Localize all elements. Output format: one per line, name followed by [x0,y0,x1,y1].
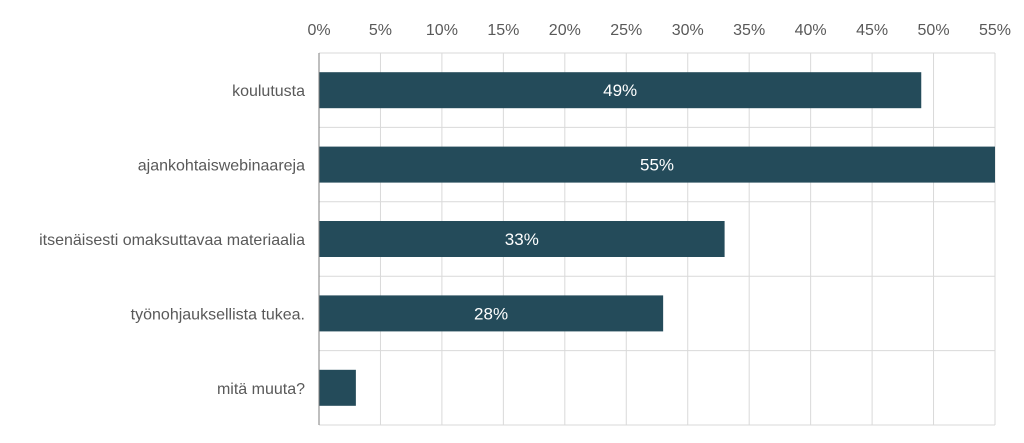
x-tick-label: 45% [856,22,888,39]
bar [319,72,922,109]
category-label: työnohjauksellista tukea. [131,306,305,323]
data-label: 49% [603,81,637,100]
data-label: 28% [474,304,508,323]
x-tick-label: 55% [979,22,1011,39]
bar [319,221,725,257]
data-label: 33% [505,230,539,249]
x-tick-label: 30% [672,22,704,39]
x-tick-label: 5% [369,22,392,39]
bars [319,72,995,406]
x-tick-label: 10% [426,22,458,39]
bar [319,295,664,332]
x-tick-label: 0% [307,22,330,39]
x-tick-label: 35% [733,22,765,39]
category-label: mitä muuta? [217,381,305,398]
category-label: ajankohtaiswebinaareja [138,158,305,175]
x-tick-label: 25% [610,22,642,39]
category-label: koulutusta [232,83,305,100]
bar [319,369,356,406]
x-tick-label: 20% [549,22,581,39]
x-tick-label: 50% [918,22,950,39]
category-labels: koulutusta ajankohtaiswebinaareja itsenäis… [39,83,305,398]
data-labels: 49% 55% 33% 28% [474,81,674,323]
x-axis-ticks: 0% 5% 10% 15% 20% 25% 30% 35% 40% 45% 50% 55% [307,22,1011,39]
x-tick-label: 15% [487,22,519,39]
category-label: itsenäisesti omaksuttavaa materiaalia [39,232,305,249]
bar [319,146,995,183]
data-label: 55% [640,156,674,175]
x-tick-label: 40% [795,22,827,39]
